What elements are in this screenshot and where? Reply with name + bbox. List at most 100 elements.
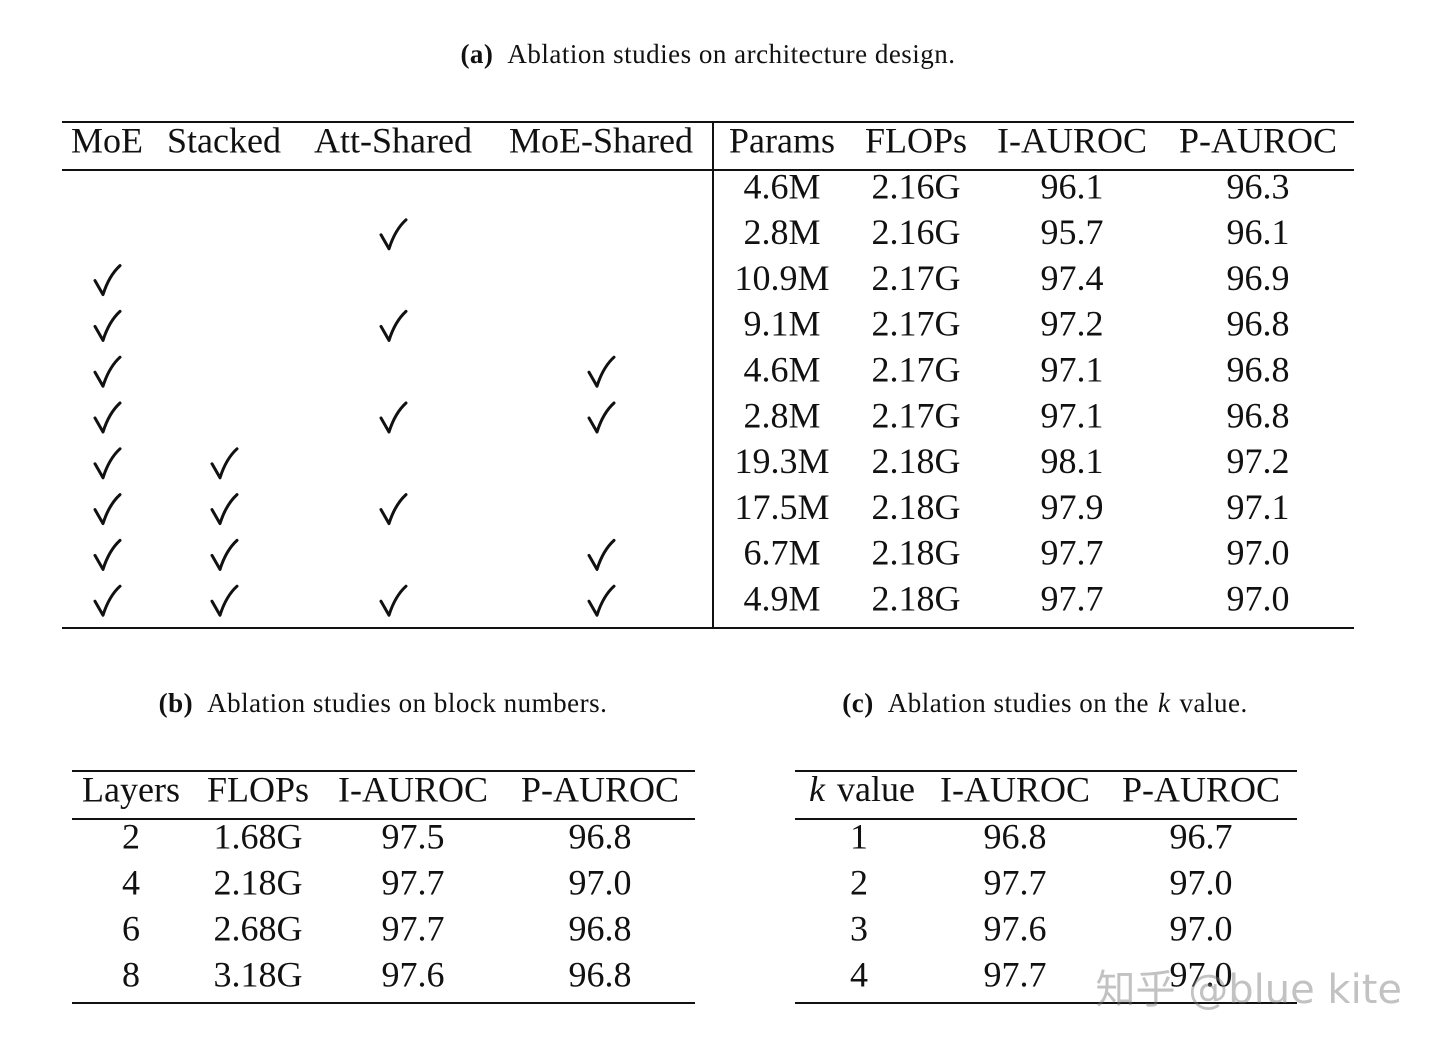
table-cell: 96.8 (1227, 304, 1290, 344)
table-cell: 1.68G (214, 816, 303, 856)
table-cell: 4 (850, 954, 868, 994)
table-cell: 97.7 (1041, 533, 1104, 573)
check-mark (93, 401, 122, 434)
table-cell: 97.1 (1227, 487, 1290, 527)
table-cell: 2.68G (214, 908, 303, 948)
table-cell: I-AUROC (338, 769, 488, 809)
table-cell: 97.0 (1227, 533, 1290, 573)
table-cell: 6 (122, 908, 140, 948)
text-span: (a) (460, 39, 493, 69)
table-cell: 97.7 (1041, 578, 1104, 618)
table-cell: Stacked (167, 120, 281, 160)
table-cell: 8 (122, 954, 140, 994)
check-mark (210, 584, 239, 617)
table-cell: 96.3 (1227, 166, 1290, 206)
table-cell: 6.7M (743, 533, 820, 573)
table-cell: 2.18G (214, 862, 303, 902)
table-caption: (b) Ablation studies on block numbers. (159, 688, 608, 718)
table-cell: 3.18G (214, 954, 303, 994)
table-cell: P-AUROC (1122, 769, 1280, 809)
table-cell: 97.1 (1041, 395, 1104, 435)
text-span: value (837, 769, 915, 809)
text-span: k (809, 769, 826, 809)
table-cell: 98.1 (1041, 441, 1104, 481)
table-cell: 97.2 (1041, 304, 1104, 344)
table-cell: 2.16G (872, 166, 961, 206)
table-cell: 2.8M (743, 395, 820, 435)
table-cell: 2.18G (872, 487, 961, 527)
table-cell: 97.7 (984, 862, 1047, 902)
check-mark (379, 493, 408, 526)
table-cell: Params (729, 120, 835, 160)
table-cell: 4 (122, 862, 140, 902)
table-cell: 96.8 (569, 908, 632, 948)
table-cell: 97.1 (1041, 349, 1104, 389)
check-mark (210, 493, 239, 526)
table-caption: (c) Ablation studies on the k value. (842, 688, 1247, 718)
text-span: (c) (842, 688, 873, 718)
table-cell: 1 (850, 816, 868, 856)
check-mark (379, 309, 408, 342)
table-cell: MoE-Shared (509, 120, 693, 160)
table-cell: P-AUROC (521, 769, 679, 809)
text-span: Ablation studies on block numbers. (207, 688, 607, 718)
table-cell: 2 (122, 816, 140, 856)
table-cell: 2.18G (872, 533, 961, 573)
check-mark (93, 493, 122, 526)
table-cell: 96.1 (1041, 166, 1104, 206)
table-cell: 2.17G (872, 349, 961, 389)
table-cell: MoE (71, 120, 143, 160)
check-mark (93, 584, 122, 617)
check-mark (379, 584, 408, 617)
table-cell: 19.3M (734, 441, 829, 481)
check-mark (93, 538, 122, 571)
text-span: Ablation studies on the (888, 688, 1149, 718)
table-cell: P-AUROC (1179, 120, 1337, 160)
text-span: k (1158, 688, 1171, 718)
table-cell: 97.9 (1041, 487, 1104, 527)
check-mark (587, 538, 616, 571)
table-cell: 97.0 (1227, 578, 1290, 618)
table-cell: 97.0 (1170, 954, 1233, 994)
table-cell: 97.0 (1170, 862, 1233, 902)
table-cell: FLOPs (207, 769, 309, 809)
table-cell: 96.8 (1227, 349, 1290, 389)
check-mark (379, 218, 408, 251)
check-mark (587, 355, 616, 388)
check-mark (93, 309, 122, 342)
table-cell: 2.17G (872, 395, 961, 435)
table-cell: 2.17G (872, 304, 961, 344)
table-cell: 97.6 (382, 954, 445, 994)
check-mark (210, 538, 239, 571)
table-cell: I-AUROC (997, 120, 1147, 160)
table-cell: 97.0 (1170, 908, 1233, 948)
check-mark (93, 447, 122, 480)
check-mark (93, 355, 122, 388)
table-cell: 2.18G (872, 441, 961, 481)
table-cell: 96.7 (1170, 816, 1233, 856)
table-cell: FLOPs (865, 120, 967, 160)
text-span: (b) (159, 688, 194, 718)
table-cell: 97.4 (1041, 258, 1104, 298)
table-cell: Att-Shared (314, 120, 472, 160)
table-cell: 97.6 (984, 908, 1047, 948)
table-cell: 97.2 (1227, 441, 1290, 481)
table-caption: (a) Ablation studies on architecture desi… (460, 39, 955, 69)
table-cell: 97.7 (984, 954, 1047, 994)
text-span: Ablation studies on architecture design. (507, 39, 955, 69)
table-cell: Layers (82, 769, 180, 809)
check-mark (587, 584, 616, 617)
table-cell: 17.5M (734, 487, 829, 527)
table-cell: 97.0 (569, 862, 632, 902)
watermark: 知乎 @blue kite (1096, 967, 1402, 1013)
check-mark (379, 401, 408, 434)
table-cell: 2 (850, 862, 868, 902)
table-cell: 96.8 (1227, 395, 1290, 435)
table-cell: 2.17G (872, 258, 961, 298)
table-cell: 9.1M (743, 304, 820, 344)
table-cell: 4.6M (743, 166, 820, 206)
table-cell: 96.1 (1227, 212, 1290, 252)
table-cell: 2.18G (872, 578, 961, 618)
table-cell: 96.8 (569, 954, 632, 994)
